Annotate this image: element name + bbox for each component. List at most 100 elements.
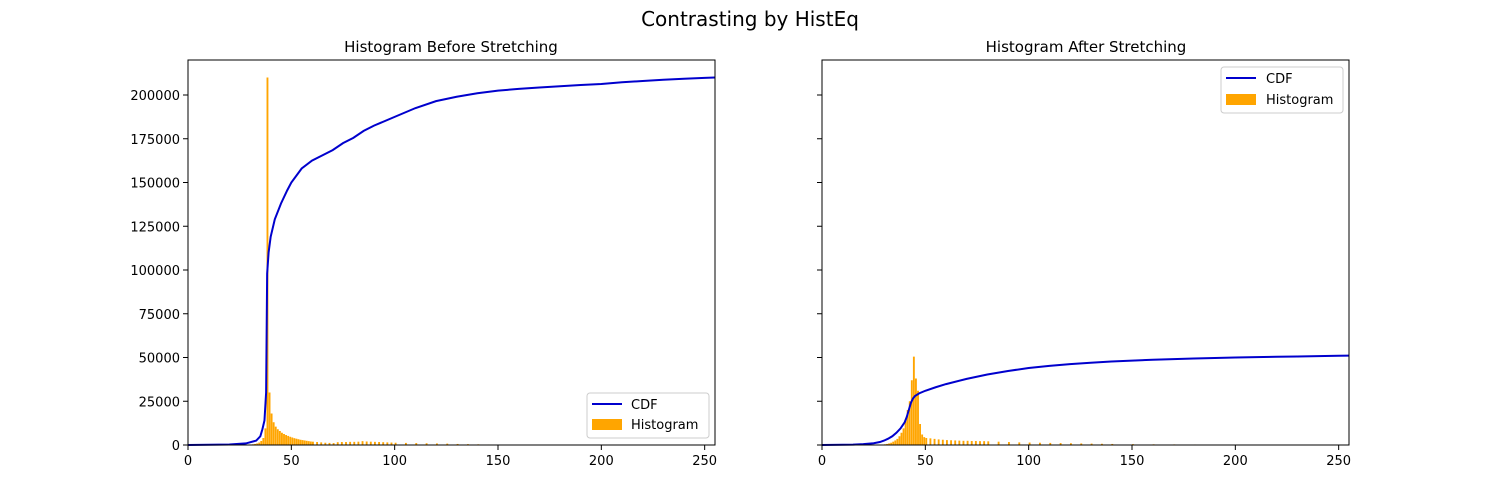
histogram-bar <box>301 440 304 445</box>
histogram-bar <box>320 442 323 446</box>
histogram-bar <box>902 428 905 446</box>
histogram-bar <box>962 440 965 445</box>
histogram-bar <box>987 441 990 445</box>
legend-histogram-label: Histogram <box>1266 93 1333 108</box>
histogram-bar <box>276 429 279 445</box>
subplot-after: Histogram After Stretching 0 50 100 150 200 2… <box>817 38 1351 469</box>
histogram-bar <box>293 438 296 445</box>
histogram-bar <box>307 441 310 445</box>
y-tick-label: 150000 <box>130 177 180 192</box>
histogram-bar <box>941 439 944 445</box>
x-tick-label: 250 <box>1326 454 1351 469</box>
histogram-bar <box>285 435 287 445</box>
histogram-bar <box>394 442 397 445</box>
histogram-bar <box>332 443 335 445</box>
histogram-bar <box>264 428 267 446</box>
x-tick-label: 200 <box>589 454 614 469</box>
histogram-bar <box>378 442 380 445</box>
histogram-bar <box>369 441 372 445</box>
histogram-bar <box>436 443 438 445</box>
histogram-bar <box>287 435 290 445</box>
subplot-before: Histogram Before Stretching 0 50 100 150 200… <box>130 38 717 469</box>
histogram-bar <box>374 441 376 445</box>
histogram-bar <box>1059 443 1062 445</box>
histogram-bar <box>908 401 911 445</box>
histogram-bar <box>933 438 936 446</box>
histogram-bar <box>1080 443 1083 445</box>
plot-frame <box>821 59 1350 446</box>
subplot-before-title: Histogram Before Stretching <box>344 38 558 56</box>
histogram-bar <box>270 413 273 445</box>
histogram-bar <box>886 443 888 445</box>
histogram-bar <box>258 442 261 445</box>
histogram-bar <box>912 356 915 446</box>
histogram-bar <box>291 437 294 445</box>
histogram-bar <box>1008 442 1010 445</box>
histogram-bar <box>979 441 981 445</box>
histogram-bar <box>925 438 928 445</box>
histogram-bar <box>888 443 890 445</box>
histogram-bar <box>923 437 926 446</box>
histogram-bar <box>336 442 339 445</box>
figure-suptitle: Contrasting by HistEq <box>641 7 859 31</box>
legend-cdf-label: CDF <box>631 398 658 413</box>
histogram-bar <box>390 442 393 445</box>
subplot-before-cdf-line <box>187 76 716 446</box>
histogram-bar <box>1070 443 1072 445</box>
histogram-bar <box>303 440 306 445</box>
histogram-bar <box>1111 443 1114 445</box>
y-tick-label: 175000 <box>130 133 180 148</box>
histogram-bar <box>260 440 263 445</box>
histogram-bar <box>983 441 986 445</box>
x-tick-label: 150 <box>486 454 511 469</box>
histogram-bar <box>950 440 952 445</box>
histogram-bar <box>898 436 901 445</box>
subplot-after-axes: 0 50 100 150 200 250 <box>817 59 1351 469</box>
histogram-bar <box>966 440 969 445</box>
histogram-bar <box>997 441 1000 445</box>
x-tick-label: 250 <box>692 454 717 469</box>
histogram-bar <box>305 440 308 445</box>
histogram-bar <box>357 441 360 445</box>
histogram-bar <box>894 440 897 445</box>
histogram-bar <box>456 443 459 445</box>
y-tick-label: 200000 <box>130 89 180 104</box>
histogram-bar <box>382 442 385 445</box>
x-tick-label: 100 <box>382 454 407 469</box>
histogram-bar <box>958 440 961 446</box>
histogram-bar <box>446 443 449 445</box>
x-tick-label: 0 <box>184 454 192 469</box>
histogram-bar <box>328 442 331 445</box>
subplot-after-cdf-line <box>821 354 1350 446</box>
histogram-bar <box>917 390 919 445</box>
subplot-before-legend: CDF Histogram <box>586 392 710 439</box>
y-tick-label: 100000 <box>130 264 180 279</box>
histogram-bar <box>1018 442 1021 446</box>
histogram-bar <box>278 431 281 445</box>
plot-frame <box>187 59 716 446</box>
histogram-bar <box>921 434 924 445</box>
histogram-bar <box>254 443 256 445</box>
legend-histogram-swatch <box>1226 94 1256 105</box>
histogram-bar <box>896 438 899 446</box>
histogram-bar <box>890 442 893 445</box>
legend-histogram-swatch <box>592 419 622 430</box>
histogram-bar <box>425 443 428 445</box>
subplot-after-legend: CDF Histogram <box>1220 66 1344 114</box>
histogram-bar <box>283 433 285 445</box>
histogram-bar <box>1039 442 1041 445</box>
histogram-bar <box>353 441 356 445</box>
histogram-bar <box>268 392 271 445</box>
histogram-bar <box>365 441 368 445</box>
histogram-bar <box>919 424 921 445</box>
histogram-bar <box>272 422 275 445</box>
histogram-bar <box>906 410 909 445</box>
histogram-bar <box>345 442 347 445</box>
histogram-bar <box>316 442 318 445</box>
histogram-bar <box>386 442 389 446</box>
histogram-bar <box>299 439 302 445</box>
x-tick-label: 0 <box>818 454 826 469</box>
histogram-bar <box>415 443 418 445</box>
histogram-bar <box>256 443 259 445</box>
